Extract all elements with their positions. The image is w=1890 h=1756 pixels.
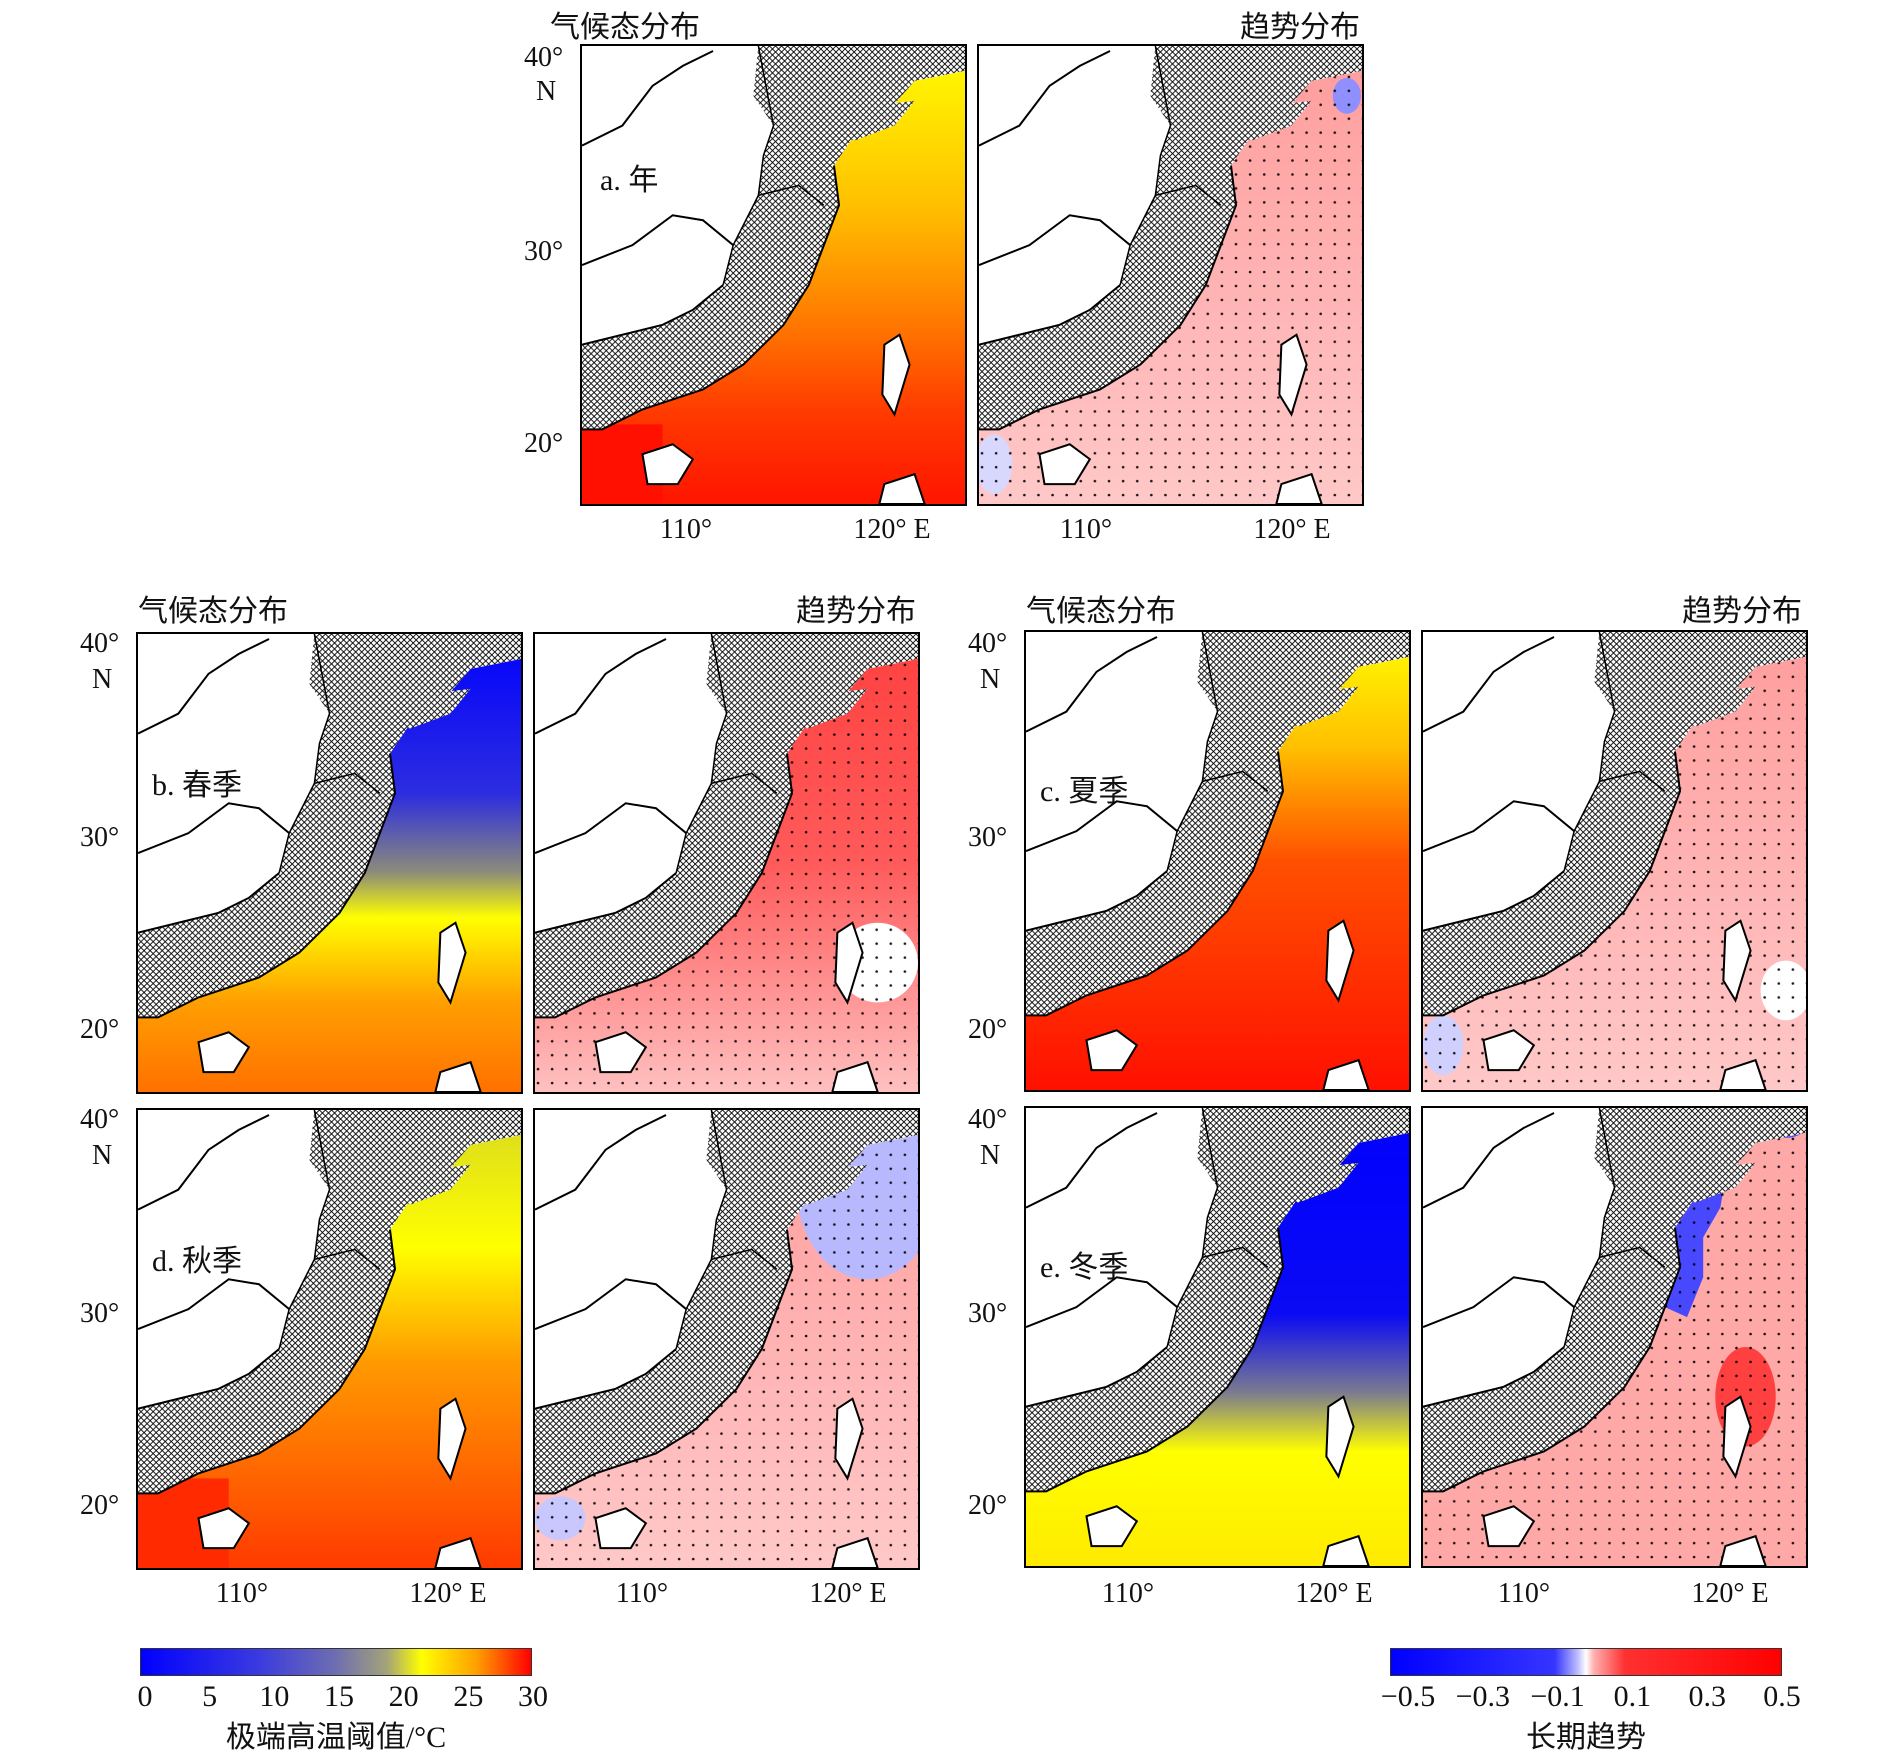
colorbar-trend-tick-2: −0.1 — [1530, 1680, 1585, 1713]
map-e-climate — [1024, 1106, 1411, 1568]
lon-tick-120-a2: 120° E — [1253, 514, 1331, 545]
panel-a-label: a. 年 — [600, 164, 659, 197]
colorbar-climate-title: 极端高温阈值/°C — [225, 1721, 447, 1754]
colorbar-trend-tick-4: 0.3 — [1688, 1680, 1726, 1713]
colorbar-climate-tick-1: 5 — [202, 1680, 218, 1713]
colorbar-trend-title: 长期趋势 — [1526, 1721, 1646, 1754]
colorbar-trend-tick-0: −0.5 — [1380, 1680, 1436, 1713]
lat-tick-40-b: 40° — [80, 628, 120, 659]
colorbar-trend-tick-1: −0.3 — [1455, 1680, 1511, 1713]
lon-tick-120-d1: 120° E — [409, 1578, 487, 1609]
lat-tick-20-e: 20° — [968, 1490, 1008, 1521]
panel-c-left-title: 气候态分布 — [1026, 595, 1176, 628]
lat-tick-40: 40° — [524, 42, 564, 73]
lat-tick-40-d: 40° — [80, 1104, 120, 1135]
lat-tick-20-c: 20° — [968, 1014, 1008, 1045]
lon-tick-110-d2: 110° — [615, 1578, 669, 1609]
lat-unit-d: N — [92, 1140, 113, 1171]
panel-b-label: b. 春季 — [152, 769, 242, 802]
lat-tick-20-b: 20° — [80, 1014, 120, 1045]
lat-tick-20-d: 20° — [80, 1490, 120, 1521]
colorbar-climate-tick-6: 30 — [518, 1680, 548, 1713]
lon-tick-110-d1: 110° — [215, 1578, 269, 1609]
panel-e-label: e. 冬季 — [1040, 1251, 1129, 1284]
lat-unit-e: N — [980, 1140, 1001, 1171]
map-a-climate — [580, 44, 967, 506]
lat-unit: N — [536, 76, 557, 107]
lon-tick-120-d2: 120° E — [809, 1578, 887, 1609]
map-c-trend — [1421, 630, 1808, 1092]
lon-tick-110-e1: 110° — [1101, 1578, 1155, 1609]
map-e-trend — [1421, 1106, 1808, 1568]
lat-tick-30-e: 30° — [968, 1298, 1008, 1329]
panel-a-right-title: 趋势分布 — [1240, 11, 1360, 44]
map-b-climate — [136, 632, 523, 1094]
colorbar-climate-tick-0: 0 — [137, 1680, 153, 1713]
lat-tick-40-e: 40° — [968, 1104, 1008, 1135]
lon-tick-120-a1: 120° E — [853, 514, 931, 545]
lon-tick-110-a1: 110° — [659, 514, 713, 545]
map-a-trend — [977, 44, 1364, 506]
map-c-climate — [1024, 630, 1411, 1092]
lon-tick-120-e1: 120° E — [1295, 1578, 1373, 1609]
panel-c-right-title: 趋势分布 — [1682, 595, 1802, 628]
lat-tick-30-c: 30° — [968, 822, 1008, 853]
colorbar-climate-tick-2: 10 — [259, 1680, 290, 1713]
panel-b-right-title: 趋势分布 — [796, 595, 916, 628]
colorbar-climate — [140, 1648, 532, 1676]
panel-d-label: d. 秋季 — [152, 1245, 242, 1278]
lat-tick-30: 30° — [524, 236, 564, 267]
map-d-climate — [136, 1108, 523, 1570]
lat-tick-30-b: 30° — [80, 822, 120, 853]
colorbar-trend — [1390, 1648, 1782, 1676]
lon-tick-110-e2: 110° — [1497, 1578, 1551, 1609]
panel-a-left-title: 气候态分布 — [550, 11, 700, 44]
colorbar-climate-tick-4: 20 — [388, 1680, 419, 1713]
panel-b-left-title: 气候态分布 — [138, 595, 288, 628]
lat-unit-c: N — [980, 664, 1001, 695]
panel-c-label: c. 夏季 — [1040, 775, 1129, 808]
colorbar-climate-tick-5: 25 — [453, 1680, 484, 1713]
colorbar-trend-tick-3: 0.1 — [1613, 1680, 1652, 1713]
colorbar-climate-tick-3: 15 — [324, 1680, 354, 1713]
colorbar-trend-tick-5: 0.5 — [1763, 1680, 1801, 1713]
lat-tick-40-c: 40° — [968, 628, 1008, 659]
map-d-trend — [533, 1108, 920, 1570]
lat-tick-20: 20° — [524, 428, 564, 459]
map-b-trend — [533, 632, 920, 1094]
lon-tick-120-e2: 120° E — [1691, 1578, 1769, 1609]
lon-tick-110-a2: 110° — [1059, 514, 1113, 545]
lat-tick-30-d: 30° — [80, 1298, 120, 1329]
lat-unit-b: N — [92, 664, 113, 695]
